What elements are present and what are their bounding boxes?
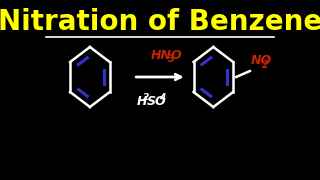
Text: 3: 3	[168, 54, 175, 64]
Text: NO: NO	[251, 54, 272, 67]
Text: 4: 4	[159, 93, 165, 102]
Text: H: H	[137, 95, 148, 108]
Text: Nitration of Benzene: Nitration of Benzene	[0, 8, 320, 36]
Text: 2: 2	[262, 60, 269, 70]
Text: 2: 2	[143, 93, 149, 102]
Text: HNO: HNO	[151, 49, 182, 62]
Text: SO: SO	[147, 95, 167, 108]
